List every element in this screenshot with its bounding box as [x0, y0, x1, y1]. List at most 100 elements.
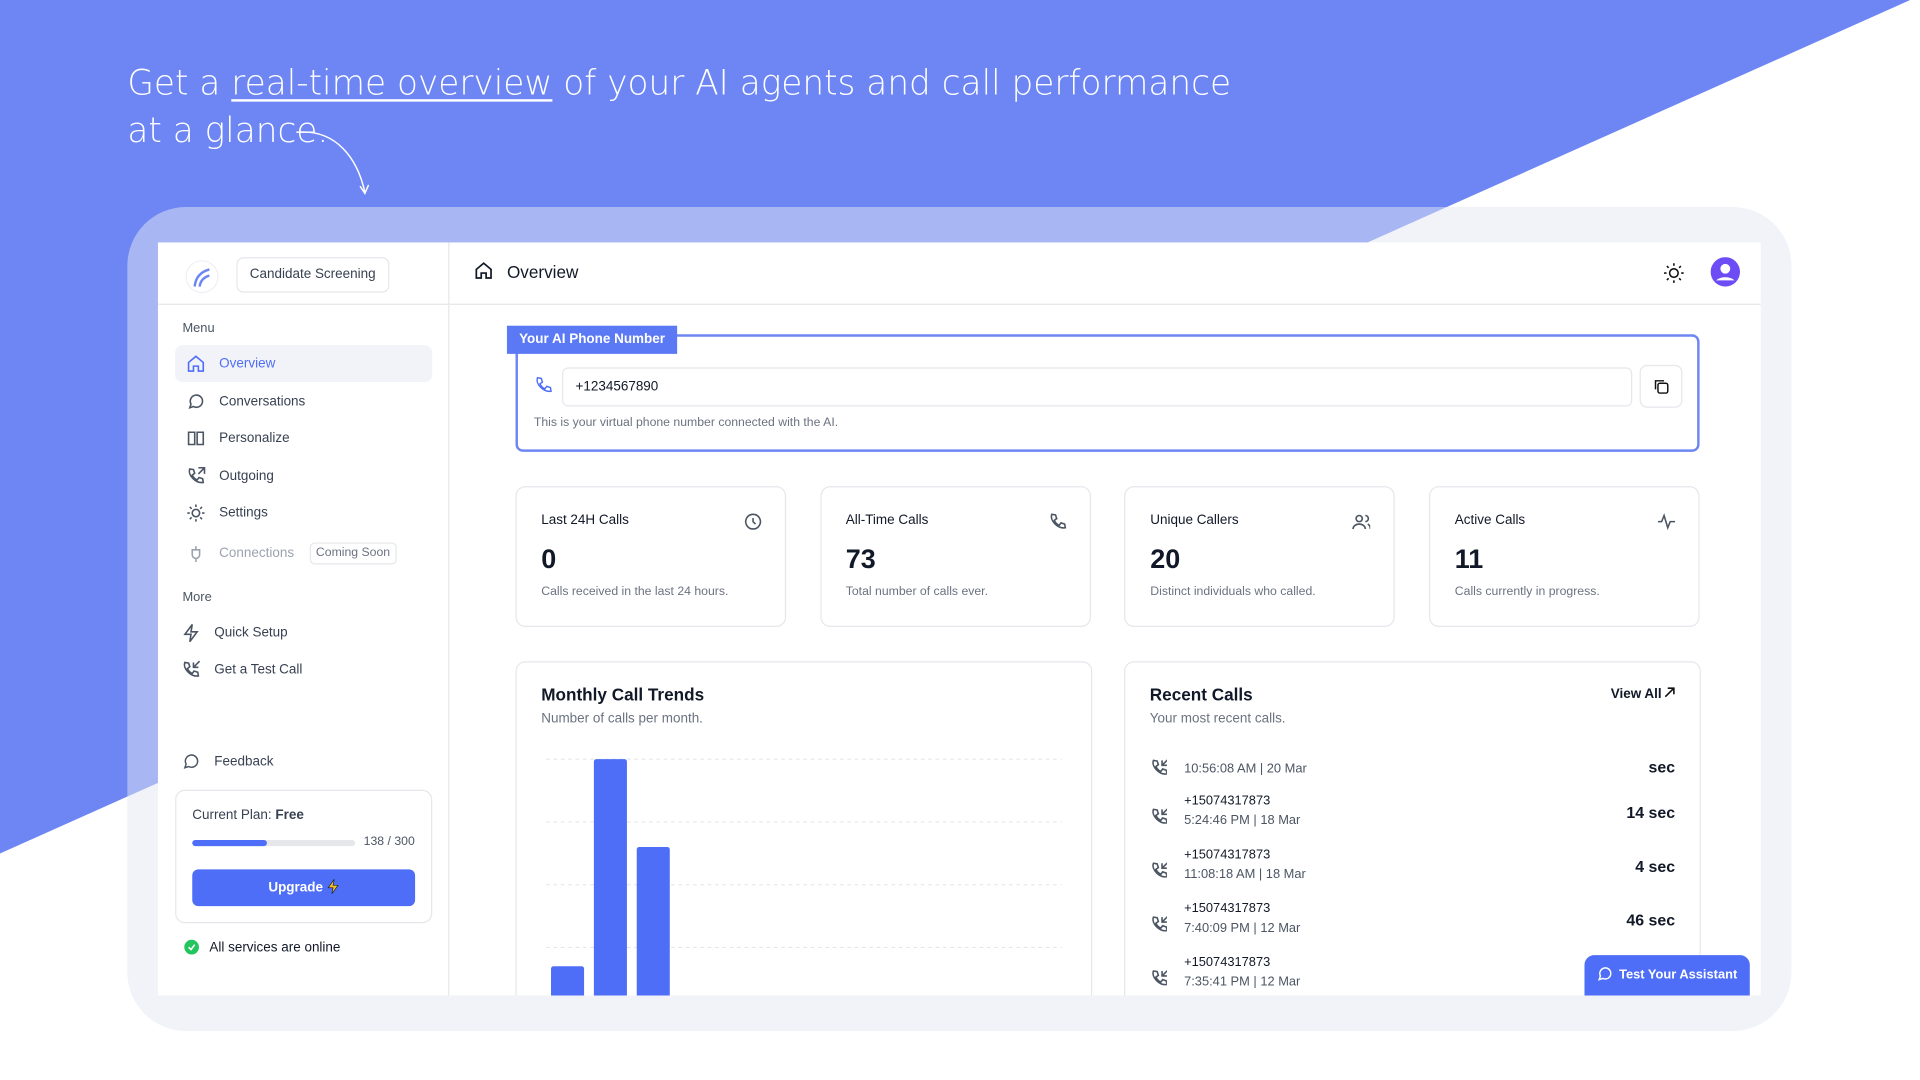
shape	[185, 260, 219, 294]
menu-item[interactable]: Get a Test Call	[170, 651, 427, 688]
shape	[536, 376, 552, 392]
call-number: +15074317873	[1184, 793, 1271, 809]
logo	[185, 260, 219, 294]
shape	[188, 944, 196, 951]
usage-used: 138	[363, 835, 385, 849]
call-row[interactable]: +15074317873 7:35:41 PM | 12 Mar	[1125, 954, 1699, 996]
shape	[1668, 267, 1679, 279]
call-time: 7:40:09 PM | 12 Mar	[1184, 920, 1301, 936]
shape	[193, 268, 210, 287]
icon	[191, 546, 201, 563]
menu-label: Feedback	[214, 754, 274, 769]
icon-shape	[1050, 513, 1066, 529]
menu-item[interactable]: Conversations	[175, 383, 432, 420]
menu-item[interactable]: Personalize	[175, 420, 432, 457]
icon	[1152, 916, 1167, 932]
menu-item[interactable]: Settings	[175, 495, 432, 532]
icon-shape	[1152, 759, 1167, 775]
icon-shape	[1658, 513, 1676, 531]
stat-card: Active Calls 11 Calls currently in progres…	[1429, 486, 1700, 627]
divider	[157, 303, 449, 305]
workspace-button[interactable]: Candidate Screening	[236, 257, 390, 293]
button-label: Upgrade	[268, 880, 323, 896]
app-window: Candidate Screening Menu Connections Comi…	[157, 242, 1761, 996]
shape	[1657, 382, 1669, 394]
icon	[1664, 687, 1675, 698]
icon-shape	[744, 513, 762, 530]
headline-link[interactable]: real-time overview	[231, 62, 553, 103]
phone-note: This is your virtual phone number connec…	[533, 416, 839, 430]
phone-tab: Your AI Phone Number	[506, 325, 678, 354]
menu-label: Conversations	[219, 393, 306, 409]
call-time: 7:35:41 PM | 12 Mar	[1184, 974, 1301, 990]
icon	[187, 355, 205, 372]
chart-title: Monthly Call Trends	[541, 684, 705, 705]
icon	[1654, 380, 1669, 394]
icon-shape	[188, 466, 206, 483]
icon	[1658, 513, 1676, 531]
headline-text: Get a	[127, 62, 232, 103]
icon-shape	[1352, 514, 1371, 530]
shape	[359, 184, 370, 196]
icon	[188, 466, 206, 483]
recent-title: Recent Calls	[1149, 684, 1253, 705]
icon	[1352, 514, 1371, 530]
chart	[546, 758, 1062, 996]
status-dot	[184, 939, 199, 955]
top-bar: Overview	[448, 242, 1761, 305]
phone-number: +1234567890	[575, 379, 659, 395]
status: All services are online	[209, 940, 341, 956]
stat-label: Active Calls	[1454, 513, 1526, 528]
feedback[interactable]: Feedback	[170, 743, 427, 780]
menu-item[interactable]: Connections Coming Soon	[175, 535, 432, 572]
shape	[1716, 277, 1735, 281]
shape	[1598, 967, 1612, 981]
call-row[interactable]: 10:56:08 AM | 20 Mar sec	[1125, 758, 1699, 807]
usage-label: 138 / 300	[364, 835, 415, 848]
icon	[475, 262, 492, 279]
icon-shape	[1152, 969, 1167, 986]
usage-sep: /	[387, 835, 391, 849]
call-row[interactable]: +15074317873 11:08:18 AM | 18 Mar 4 sec	[1125, 846, 1699, 895]
bar	[551, 966, 585, 996]
menu-label: Get a Test Call	[214, 662, 303, 678]
call-duration: sec	[1648, 757, 1676, 777]
menu-item[interactable]: Outgoing	[175, 457, 432, 494]
stat-description: Calls currently in progress.	[1454, 585, 1600, 599]
link-text: View All	[1610, 686, 1662, 702]
icon	[188, 393, 204, 409]
icon-shape	[1152, 916, 1167, 932]
call-row[interactable]: +15074317873 7:40:09 PM | 12 Mar 46 sec	[1125, 900, 1699, 949]
plan-label: Current Plan: Free	[192, 808, 304, 823]
menu-item[interactable]: Quick Setup	[170, 615, 427, 652]
call-duration: 46 sec	[1626, 911, 1676, 930]
call-row[interactable]: +15074317873 5:24:46 PM | 18 Mar 14 sec	[1125, 792, 1699, 841]
shape	[183, 754, 199, 769]
bar	[636, 847, 670, 996]
badge: Coming Soon	[309, 542, 397, 565]
view-all[interactable]: View All	[1611, 687, 1675, 702]
icon-shape	[187, 431, 205, 446]
stat-label: Unique Callers	[1150, 513, 1239, 528]
assistant-button[interactable]: Test Your Assistant	[1584, 955, 1750, 996]
chart-subtitle: Number of calls per month.	[541, 711, 703, 727]
call-duration: 14 sec	[1626, 803, 1676, 822]
menu-label: Connections	[219, 546, 295, 561]
stat-value: 0	[541, 543, 557, 575]
upgrade-button[interactable]: Upgrade	[192, 869, 416, 907]
icon-shape	[1152, 808, 1167, 824]
recent-subtitle: Your most recent calls.	[1149, 711, 1286, 727]
section-title: More	[182, 590, 212, 605]
phone-input[interactable]: +1234567890	[562, 367, 1633, 407]
icon	[183, 624, 199, 643]
theme-toggle[interactable]	[1663, 262, 1685, 284]
headline: Get a real-time overview of your AI agen…	[127, 59, 1241, 155]
shape	[475, 262, 492, 279]
avatar[interactable]	[1710, 257, 1741, 287]
icon	[327, 878, 339, 895]
copy-button[interactable]	[1639, 364, 1683, 408]
menu-item[interactable]: Overview	[175, 345, 433, 383]
stat-value: 73	[845, 543, 876, 575]
usage-track	[192, 840, 356, 847]
icon	[183, 754, 199, 769]
